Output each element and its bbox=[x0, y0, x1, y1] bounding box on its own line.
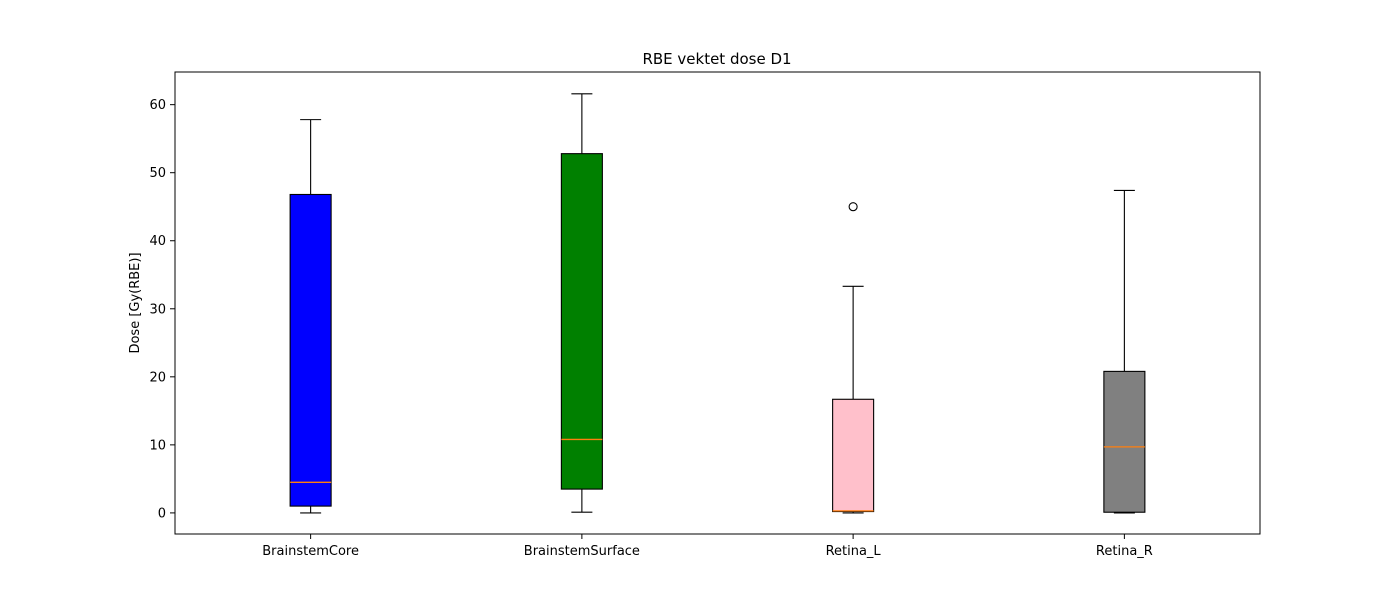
y-tick-label: 30 bbox=[149, 302, 166, 317]
x-tick-label: BrainstemSurface bbox=[524, 544, 640, 559]
box-body bbox=[1103, 370, 1146, 513]
x-tick-label: Retina_R bbox=[1096, 544, 1153, 559]
box-body bbox=[560, 153, 603, 490]
box-body bbox=[832, 398, 875, 513]
y-tick-label: 10 bbox=[149, 438, 166, 453]
y-tick-label: 50 bbox=[149, 166, 166, 181]
plot-area: 0 10 20 30 40 50 60 BrainstemCore BrainstemSurfa… bbox=[149, 71, 1261, 559]
y-tick-label: 60 bbox=[149, 98, 166, 113]
chart-title: RBE vektet dose D1 bbox=[642, 50, 791, 68]
y-tick-label: 0 bbox=[158, 506, 166, 521]
x-tick-label: BrainstemCore bbox=[262, 544, 359, 559]
y-tick-label: 20 bbox=[149, 370, 166, 385]
axes-frame bbox=[174, 71, 1261, 535]
box-body bbox=[289, 193, 332, 507]
y-axis-label: Dose [Gy(RBE)] bbox=[128, 252, 143, 353]
outlier-point bbox=[848, 202, 858, 212]
x-tick-label: Retina_L bbox=[826, 544, 882, 559]
y-tick-label: 40 bbox=[149, 234, 166, 249]
